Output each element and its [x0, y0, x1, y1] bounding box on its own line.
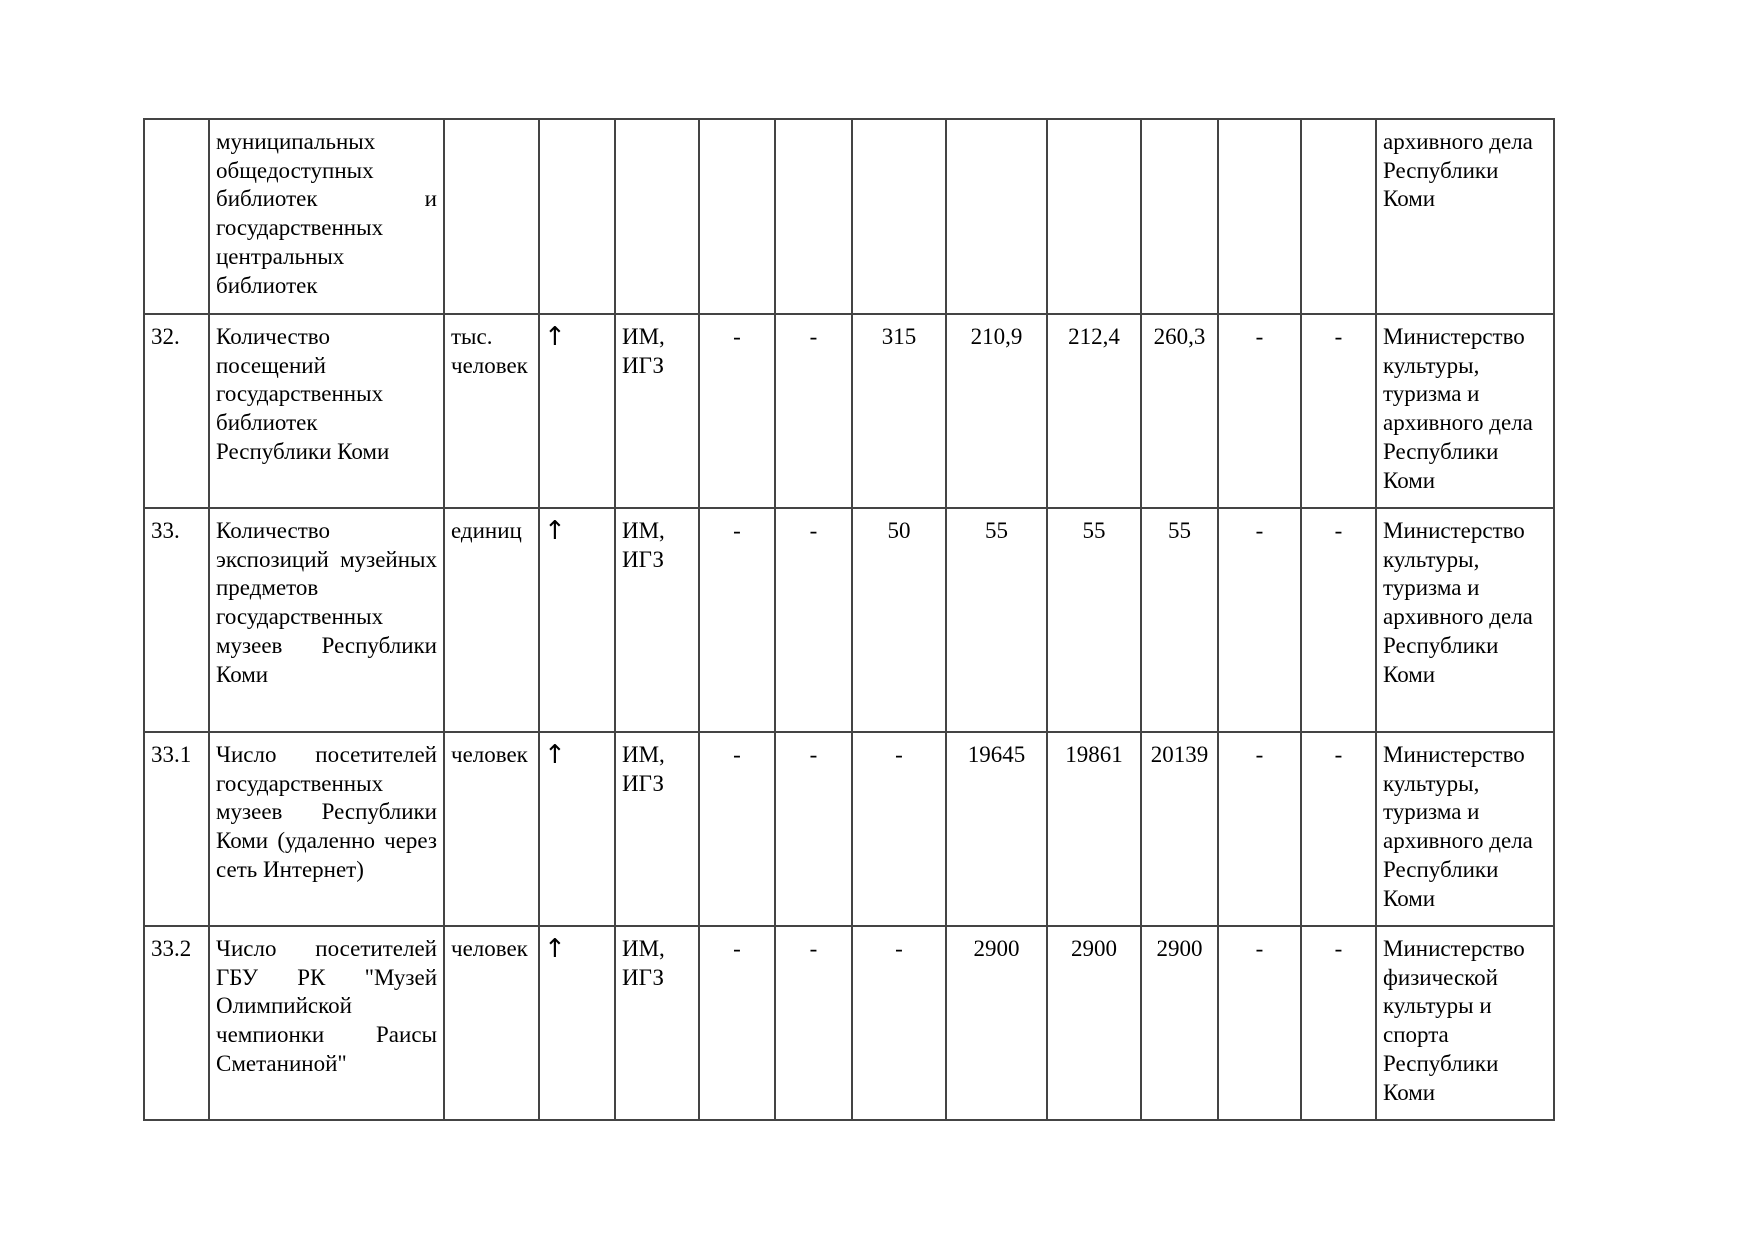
row-number: 32.	[143, 313, 210, 509]
value-cell: -	[1300, 507, 1377, 733]
value-cell: 55	[1046, 507, 1142, 733]
data-source: ИМ, ИГЗ	[614, 507, 700, 733]
value-cell	[851, 118, 947, 315]
value-cell: 260,3	[1140, 313, 1219, 509]
row-number	[143, 118, 210, 315]
value-cell: 55	[1140, 507, 1219, 733]
value-cell	[1217, 118, 1302, 315]
value-cell: -	[1217, 313, 1302, 509]
value-cell: 2900	[1046, 925, 1142, 1121]
trend-arrow-icon: ↑	[538, 731, 616, 927]
value-cell: -	[851, 731, 947, 927]
row-number: 33.	[143, 507, 210, 733]
unit-of-measure: тыс. человек	[443, 313, 540, 509]
unit-of-measure: человек	[443, 925, 540, 1121]
value-cell: 2900	[945, 925, 1048, 1121]
trend-arrow-icon: ↑	[538, 925, 616, 1121]
indicator-name: Число посетителей государственных музеев…	[208, 731, 445, 927]
indicator-name: муниципальных общедоступных библиотек и …	[208, 118, 445, 315]
data-source: ИМ, ИГЗ	[614, 313, 700, 509]
data-source	[614, 118, 700, 315]
value-cell: -	[774, 507, 853, 733]
indicators-table: муниципальных общедоступных библиотек и …	[143, 118, 1555, 1121]
row-number: 33.2	[143, 925, 210, 1121]
trend-arrow-icon: ↑	[538, 507, 616, 733]
responsible-body: архивного дела Республики Коми	[1375, 118, 1555, 315]
value-cell: 19645	[945, 731, 1048, 927]
value-cell: -	[1300, 313, 1377, 509]
value-cell: -	[1300, 731, 1377, 927]
value-cell: 20139	[1140, 731, 1219, 927]
value-cell: 19861	[1046, 731, 1142, 927]
trend-arrow-icon	[538, 118, 616, 315]
value-cell: -	[1217, 925, 1302, 1121]
table-row: 32. Количество посещений государственных …	[143, 313, 1555, 509]
value-cell: 2900	[1140, 925, 1219, 1121]
value-cell	[945, 118, 1048, 315]
value-cell: 55	[945, 507, 1048, 733]
unit-of-measure: человек	[443, 731, 540, 927]
value-cell: 50	[851, 507, 947, 733]
value-cell	[774, 118, 853, 315]
trend-arrow-icon: ↑	[538, 313, 616, 509]
indicator-name: Количество экспозиций музейных предметов…	[208, 507, 445, 733]
value-cell: -	[774, 731, 853, 927]
value-cell: -	[774, 925, 853, 1121]
value-cell: -	[1300, 925, 1377, 1121]
value-cell: -	[698, 925, 776, 1121]
table-row: муниципальных общедоступных библиотек и …	[143, 118, 1555, 315]
row-number: 33.1	[143, 731, 210, 927]
value-cell: -	[1217, 507, 1302, 733]
value-cell: -	[698, 507, 776, 733]
value-cell: -	[774, 313, 853, 509]
value-cell: 315	[851, 313, 947, 509]
table-row: 33.1 Число посетителей государственных му…	[143, 731, 1555, 927]
responsible-body: Министерство культуры, туризма и архивно…	[1375, 313, 1555, 509]
value-cell	[1140, 118, 1219, 315]
value-cell: 212,4	[1046, 313, 1142, 509]
data-source: ИМ, ИГЗ	[614, 925, 700, 1121]
indicator-name: Количество посещений государственных биб…	[208, 313, 445, 509]
responsible-body: Министерство культуры, туризма и архивно…	[1375, 731, 1555, 927]
unit-of-measure: единиц	[443, 507, 540, 733]
indicator-name: Число посетителей ГБУ РК "Музей Олимпийс…	[208, 925, 445, 1121]
value-cell: -	[851, 925, 947, 1121]
value-cell	[1046, 118, 1142, 315]
value-cell: 210,9	[945, 313, 1048, 509]
data-source: ИМ, ИГЗ	[614, 731, 700, 927]
value-cell: -	[698, 313, 776, 509]
responsible-body: Министерство физической культуры и спорт…	[1375, 925, 1555, 1121]
value-cell	[1300, 118, 1377, 315]
value-cell: -	[698, 731, 776, 927]
responsible-body: Министерство культуры, туризма и архивно…	[1375, 507, 1555, 733]
value-cell: -	[1217, 731, 1302, 927]
table-row: 33.2 Число посетителей ГБУ РК "Музей Олим…	[143, 925, 1555, 1121]
table-row: 33. Количество экспозиций музейных предме…	[143, 507, 1555, 733]
unit-of-measure	[443, 118, 540, 315]
value-cell	[698, 118, 776, 315]
